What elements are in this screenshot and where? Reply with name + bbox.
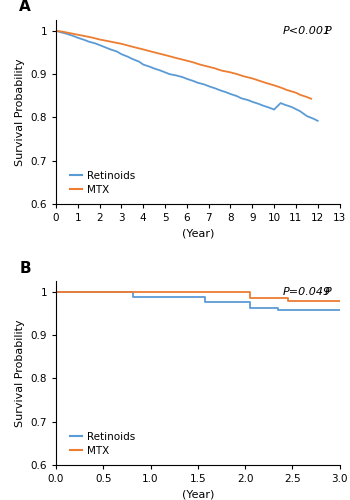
X-axis label: (Year): (Year) xyxy=(182,490,214,500)
Text: A: A xyxy=(19,0,31,14)
Text: P=0.049: P=0.049 xyxy=(283,286,331,296)
Text: P<0.001: P<0.001 xyxy=(283,26,331,36)
Legend: Retinoids, MTX: Retinoids, MTX xyxy=(70,171,136,195)
Legend: Retinoids, MTX: Retinoids, MTX xyxy=(70,432,136,456)
Text: P: P xyxy=(324,286,331,296)
Y-axis label: Survival Probability: Survival Probability xyxy=(15,319,25,427)
Text: P: P xyxy=(324,26,331,36)
Text: B: B xyxy=(19,260,31,276)
Y-axis label: Survival Probability: Survival Probability xyxy=(15,58,25,166)
X-axis label: (Year): (Year) xyxy=(182,228,214,238)
